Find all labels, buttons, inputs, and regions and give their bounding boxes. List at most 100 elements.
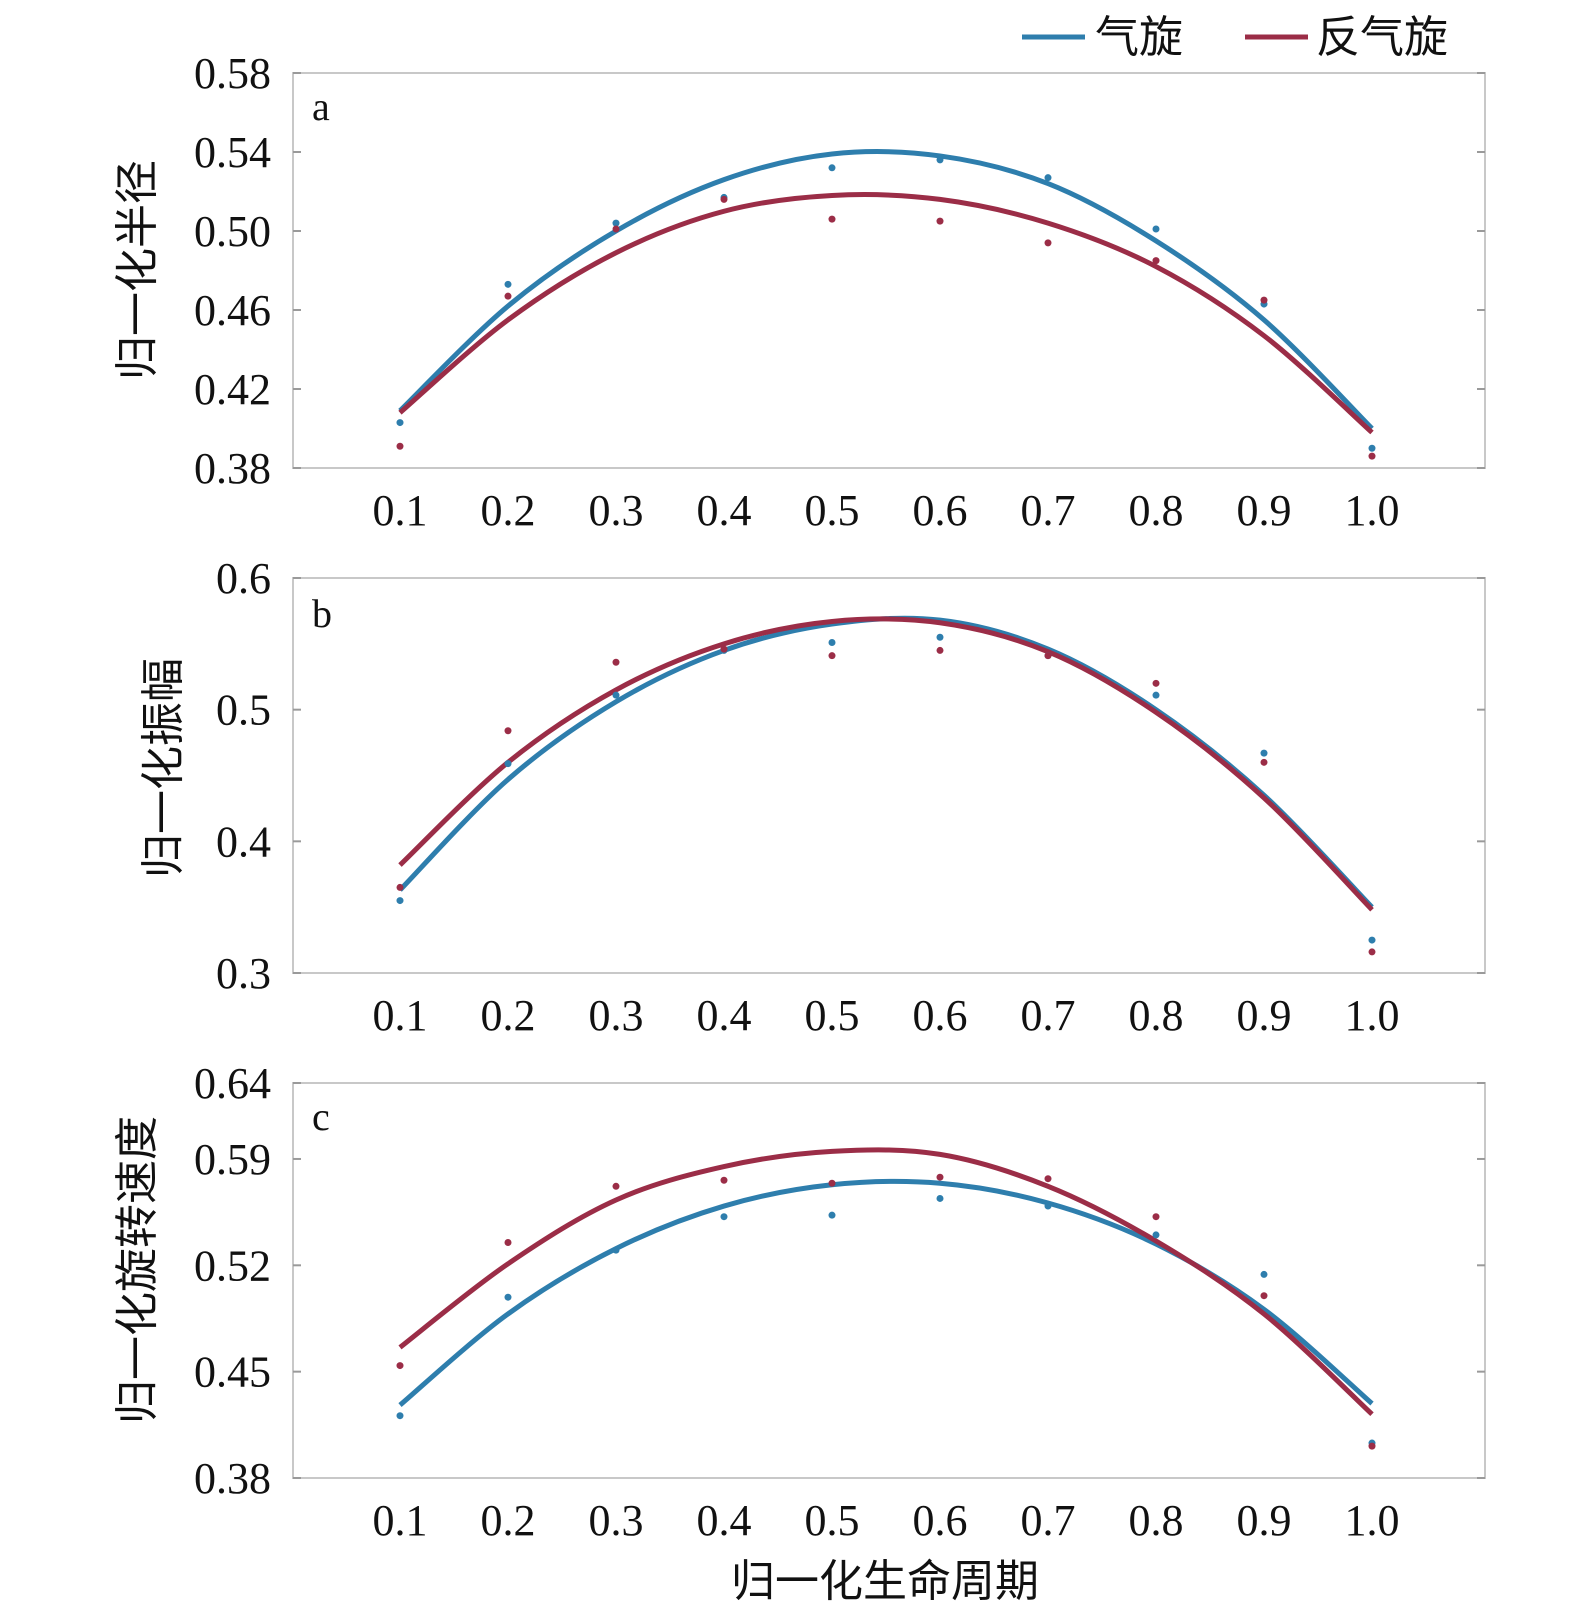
data-point-气旋 xyxy=(936,633,944,641)
x-tick-label: 0.5 xyxy=(805,1496,860,1545)
x-tick-label: 0.8 xyxy=(1129,991,1184,1040)
x-tick-label: 0.6 xyxy=(913,991,968,1040)
panel-a: a 归一化半径 0.380.420.460.500.540.58 0.1 0.2 0… xyxy=(112,49,1486,535)
plot-area-a xyxy=(292,72,1486,469)
data-point-气旋 xyxy=(936,1194,944,1202)
data-point-反气旋 xyxy=(1152,257,1160,265)
y-tick-label: 0.38 xyxy=(194,1454,271,1503)
y-tick-label: 0.5 xyxy=(216,686,271,735)
data-point-反气旋 xyxy=(828,652,836,660)
panel-c: c 归一化旋转速度 0.380.450.520.590.64 0.1 0.2 0.3… xyxy=(112,1059,1486,1545)
x-tick-label: 0.4 xyxy=(697,486,752,535)
x-tick-label: 0.7 xyxy=(1021,991,1076,1040)
data-point-反气旋 xyxy=(396,442,404,450)
panel-b: b 归一化振幅 0.30.40.50.6 0.1 0.2 0.3 0.4 0.5 0.6 0… xyxy=(138,554,1486,1040)
data-point-反气旋 xyxy=(828,215,836,223)
data-point-反气旋 xyxy=(396,1362,404,1370)
data-point-气旋 xyxy=(504,1293,512,1301)
data-point-气旋 xyxy=(828,164,836,172)
x-tick-label: 0.3 xyxy=(589,486,644,535)
data-point-反气旋 xyxy=(1368,452,1376,460)
data-point-反气旋 xyxy=(936,217,944,225)
panel-label-c: c xyxy=(312,1094,330,1139)
data-points-a xyxy=(396,156,1376,460)
data-point-反气旋 xyxy=(1152,679,1160,687)
y-tick-label: 0.45 xyxy=(194,1348,271,1397)
data-point-气旋 xyxy=(612,691,620,699)
panel-label-b: b xyxy=(312,591,332,636)
data-point-反气旋 xyxy=(720,195,728,203)
data-points-c xyxy=(396,1173,1376,1450)
y-tick-label: 0.58 xyxy=(194,49,271,98)
y-ticks-a: 0.38 0.42 0.46 0.50 0.54 0.58 xyxy=(194,49,1485,493)
fit-curves-c xyxy=(398,1147,1374,1417)
data-point-反气旋 xyxy=(1260,296,1268,304)
x-tick-label: 0.8 xyxy=(1129,486,1184,535)
y-tick-label: 0.46 xyxy=(194,286,271,335)
y-axis-label-c: 归一化旋转速度 xyxy=(112,1116,163,1424)
x-tick-label: 0.2 xyxy=(481,1496,536,1545)
data-point-气旋 xyxy=(1152,691,1160,699)
data-point-气旋 xyxy=(1260,1270,1268,1278)
data-points-b xyxy=(396,633,1376,956)
data-point-反气旋 xyxy=(1260,1292,1268,1300)
data-point-气旋 xyxy=(1044,174,1052,182)
legend-label-cyclone: 气旋 xyxy=(1095,12,1183,63)
fit-curve-反气旋 xyxy=(398,1147,1374,1417)
x-ticks-c: 0.1 0.2 0.3 0.4 0.5 0.6 0.7 0.8 0.9 1.0 xyxy=(373,1496,1400,1545)
y-tick-label: 0.50 xyxy=(194,207,271,256)
fit-curve-反气旋 xyxy=(398,192,1374,435)
x-tick-label: 1.0 xyxy=(1345,1496,1400,1545)
data-point-反气旋 xyxy=(1368,948,1376,956)
y-tick-label: 0.64 xyxy=(194,1059,271,1108)
data-point-反气旋 xyxy=(504,1239,512,1247)
data-point-气旋 xyxy=(396,419,404,427)
data-point-反气旋 xyxy=(612,1182,620,1190)
x-tick-label: 0.6 xyxy=(913,486,968,535)
data-point-气旋 xyxy=(396,1412,404,1420)
y-tick-label: 0.52 xyxy=(194,1241,271,1290)
y-tick-label: 0.59 xyxy=(194,1135,271,1184)
x-tick-label: 0.2 xyxy=(481,486,536,535)
x-tick-label: 0.9 xyxy=(1237,1496,1292,1545)
data-point-反气旋 xyxy=(1152,1213,1160,1221)
data-point-气旋 xyxy=(1152,1231,1160,1239)
data-point-气旋 xyxy=(612,219,620,227)
x-tick-label: 0.7 xyxy=(1021,1496,1076,1545)
y-tick-label: 0.42 xyxy=(194,365,271,414)
x-tick-label: 0.9 xyxy=(1237,991,1292,1040)
x-tick-label: 0.3 xyxy=(589,1496,644,1545)
fit-curves-a xyxy=(398,149,1374,435)
data-point-反气旋 xyxy=(504,727,512,735)
legend-label-anticyclone: 反气旋 xyxy=(1316,12,1448,63)
data-point-反气旋 xyxy=(720,645,728,653)
fit-curve-反气旋 xyxy=(398,616,1374,912)
data-point-气旋 xyxy=(828,639,836,647)
data-point-气旋 xyxy=(828,1211,836,1219)
y-axis-label-b: 归一化振幅 xyxy=(138,658,189,878)
x-tick-label: 1.0 xyxy=(1345,486,1400,535)
x-ticks-b: 0.1 0.2 0.3 0.4 0.5 0.6 0.7 0.8 0.9 1.0 xyxy=(373,991,1400,1040)
fit-curve-气旋 xyxy=(398,149,1374,431)
x-tick-label: 0.7 xyxy=(1021,486,1076,535)
data-point-反气旋 xyxy=(936,1173,944,1181)
data-point-气旋 xyxy=(1152,225,1160,233)
plot-area-b xyxy=(292,577,1486,974)
data-point-反气旋 xyxy=(1368,1442,1376,1450)
data-point-气旋 xyxy=(720,1213,728,1221)
data-point-反气旋 xyxy=(612,225,620,233)
x-tick-label: 0.1 xyxy=(373,486,428,535)
x-tick-label: 1.0 xyxy=(1345,991,1400,1040)
data-point-反气旋 xyxy=(1260,758,1268,766)
data-point-反气旋 xyxy=(1044,652,1052,660)
x-tick-label: 0.6 xyxy=(913,1496,968,1545)
data-point-反气旋 xyxy=(936,646,944,654)
panel-label-a: a xyxy=(312,84,330,129)
x-ticks-a: 0.1 0.2 0.3 0.4 0.5 0.6 0.7 0.8 0.9 1.0 xyxy=(373,486,1400,535)
y-tick-label: 0.4 xyxy=(216,817,271,866)
data-point-气旋 xyxy=(1368,444,1376,452)
data-point-反气旋 xyxy=(612,658,620,666)
x-tick-label: 0.5 xyxy=(805,991,860,1040)
x-tick-label: 0.4 xyxy=(697,991,752,1040)
x-tick-label: 0.4 xyxy=(697,1496,752,1545)
